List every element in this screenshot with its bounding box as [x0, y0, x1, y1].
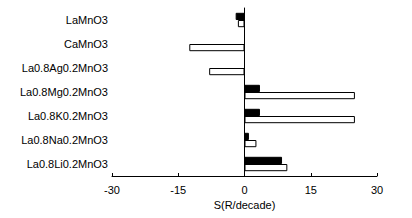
svg-text:LaMnO3: LaMnO3	[66, 14, 108, 26]
svg-text:15: 15	[305, 184, 317, 196]
svg-text:0: 0	[241, 184, 247, 196]
svg-text:-15: -15	[170, 184, 186, 196]
svg-text:La0.8Mg0.2MnO3: La0.8Mg0.2MnO3	[20, 86, 108, 98]
svg-text:S(R/decade): S(R/decade)	[214, 199, 276, 211]
svg-text:30: 30	[371, 184, 383, 196]
svg-text:La0.8K0.2MnO3: La0.8K0.2MnO3	[28, 110, 108, 122]
svg-text:La0.8Ag0.2MnO3: La0.8Ag0.2MnO3	[22, 62, 108, 74]
svg-text:La0.8Na0.2MnO3: La0.8Na0.2MnO3	[21, 134, 108, 146]
svg-text:CaMnO3: CaMnO3	[64, 38, 108, 50]
svg-text:La0.8Li0.2MnO3: La0.8Li0.2MnO3	[27, 158, 108, 170]
svg-text:-30: -30	[104, 184, 120, 196]
